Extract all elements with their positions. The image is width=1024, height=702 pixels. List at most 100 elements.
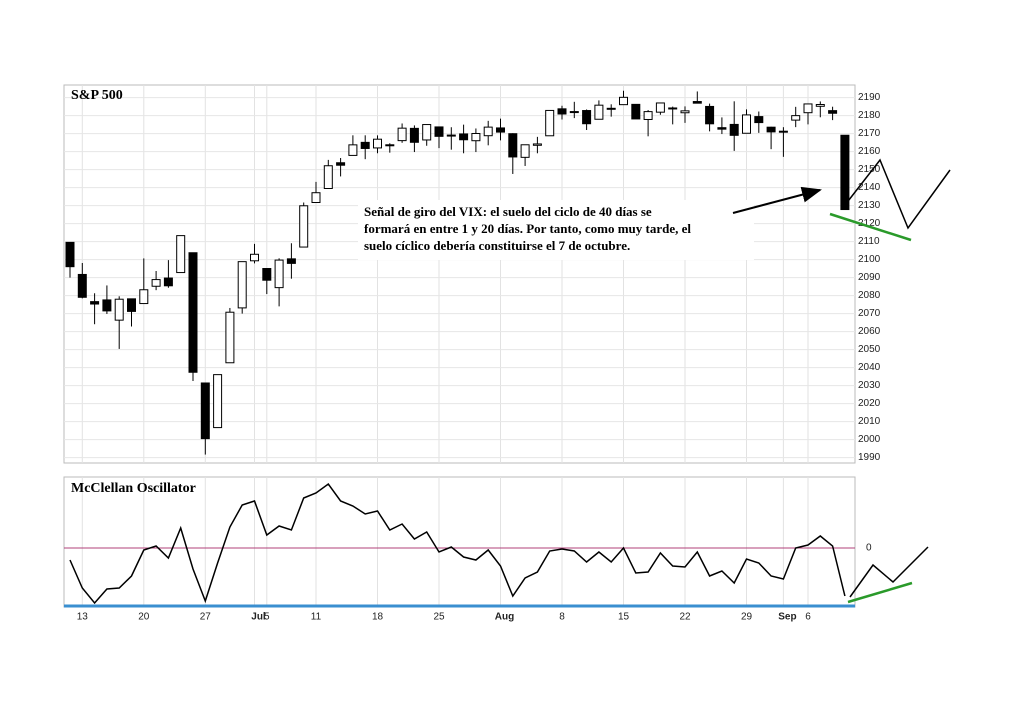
y-tick-label: 2180	[858, 110, 881, 121]
candle-body	[532, 143, 542, 146]
oscillator-line	[69, 482, 846, 605]
candle-body	[102, 299, 112, 312]
x-tick-label: 18	[372, 612, 384, 623]
trend-line	[829, 212, 912, 242]
y-tick-label: 2190	[858, 92, 881, 103]
y-tick-label: 2000	[858, 434, 881, 445]
candle-body	[557, 108, 567, 115]
y-tick-label: 2120	[858, 218, 881, 229]
y-tick-label: 2090	[858, 272, 881, 283]
candle-body	[262, 268, 272, 281]
x-tick-label: Jul	[251, 612, 266, 623]
y-tick-label: 2080	[858, 290, 881, 301]
y-tick-label: 1990	[858, 452, 881, 463]
candle-body	[459, 133, 469, 141]
candle-body	[373, 138, 382, 149]
candle-body	[754, 116, 764, 124]
overlay: S&P 500 McClellan Oscillator Señal de gi…	[64, 88, 951, 608]
candle-body	[606, 107, 616, 110]
candle-body	[520, 144, 530, 158]
x-tick-label: 25	[433, 612, 445, 623]
candle-body	[631, 103, 641, 120]
candle-body	[65, 241, 75, 268]
projection	[844, 158, 951, 230]
candle-body	[803, 103, 813, 114]
candle-body	[397, 127, 407, 142]
projection	[849, 546, 929, 598]
y-tick-label: 2160	[858, 146, 881, 157]
candle-body	[151, 279, 161, 287]
candle-body	[409, 127, 419, 143]
candle-body	[680, 110, 690, 114]
candle-body	[286, 258, 296, 264]
x-tick-label: Sep	[778, 612, 796, 623]
candle-body	[311, 192, 321, 204]
oscillator-frame	[63, 476, 856, 608]
candle-body	[545, 109, 555, 137]
candle-body	[127, 298, 136, 312]
x-tick-label: 15	[618, 612, 630, 623]
candle-body	[655, 102, 665, 113]
y-tick-label: 2040	[858, 362, 881, 373]
y-tick-label: 2030	[858, 380, 881, 391]
candle-body	[274, 259, 284, 289]
candle-body	[163, 277, 173, 287]
candle-body	[815, 104, 825, 107]
candle-body	[705, 105, 715, 125]
price-frame	[63, 84, 856, 464]
candle-body	[323, 165, 333, 190]
candle-body	[692, 101, 702, 104]
candle-body	[483, 126, 493, 137]
candle-body	[237, 261, 247, 309]
y-tick-label: 2100	[858, 254, 881, 265]
annotation: formará en entre 1 y 20 días. Por tanto,…	[364, 221, 691, 236]
oscillator-title: McClellan Oscillator	[71, 481, 196, 496]
y-tick-label: 2110	[858, 236, 880, 247]
trend-line	[847, 581, 913, 604]
note-box	[358, 200, 754, 260]
y-tick-label: 2020	[858, 398, 881, 409]
candle-body	[188, 252, 198, 373]
candle-body	[139, 289, 149, 305]
x-tick-label: 6	[805, 612, 811, 623]
candle-body	[77, 273, 87, 298]
candle-body	[594, 104, 604, 120]
candle-body	[742, 114, 751, 134]
candle-body	[717, 127, 727, 130]
annotation: Señal de giro del VIX: el suelo del cicl…	[364, 204, 652, 219]
candle-body	[200, 382, 210, 440]
y-tick-label: 2050	[858, 344, 881, 355]
candle-body	[471, 132, 481, 142]
y-tick-label: 2140	[858, 182, 881, 193]
x-tick-label: 11	[311, 612, 322, 623]
x-tick-label: 5	[264, 612, 270, 623]
candle-body	[778, 130, 788, 133]
candle-body	[508, 133, 518, 158]
candle-body	[569, 111, 579, 114]
candle-body	[348, 144, 358, 156]
candle-body	[213, 374, 223, 429]
y-tick-label: 2170	[858, 128, 881, 139]
candle-body	[582, 110, 592, 125]
candle-body	[729, 123, 739, 136]
candle-body	[90, 301, 100, 305]
y-tick-label: 2130	[858, 200, 881, 211]
candle-body	[791, 115, 801, 121]
x-tick-label: Aug	[495, 612, 514, 623]
candle-body	[250, 253, 259, 262]
candle-body	[385, 144, 395, 147]
y-tick-label: 2010	[858, 416, 881, 427]
y-tick-label: 2060	[858, 326, 881, 337]
x-tick-label: 29	[741, 612, 753, 623]
y-tick-label: 0	[866, 543, 872, 554]
candle-body	[176, 235, 186, 274]
x-tick-label: 22	[679, 612, 691, 623]
candle-body	[360, 141, 370, 149]
candle-body	[766, 126, 776, 133]
candle-body	[434, 126, 444, 137]
candle-body	[668, 107, 678, 110]
x-tick-label: 8	[559, 612, 565, 623]
annotation: suelo cíclico debería constituirse el 7 …	[364, 238, 630, 253]
x-tick-label: 27	[200, 612, 212, 623]
